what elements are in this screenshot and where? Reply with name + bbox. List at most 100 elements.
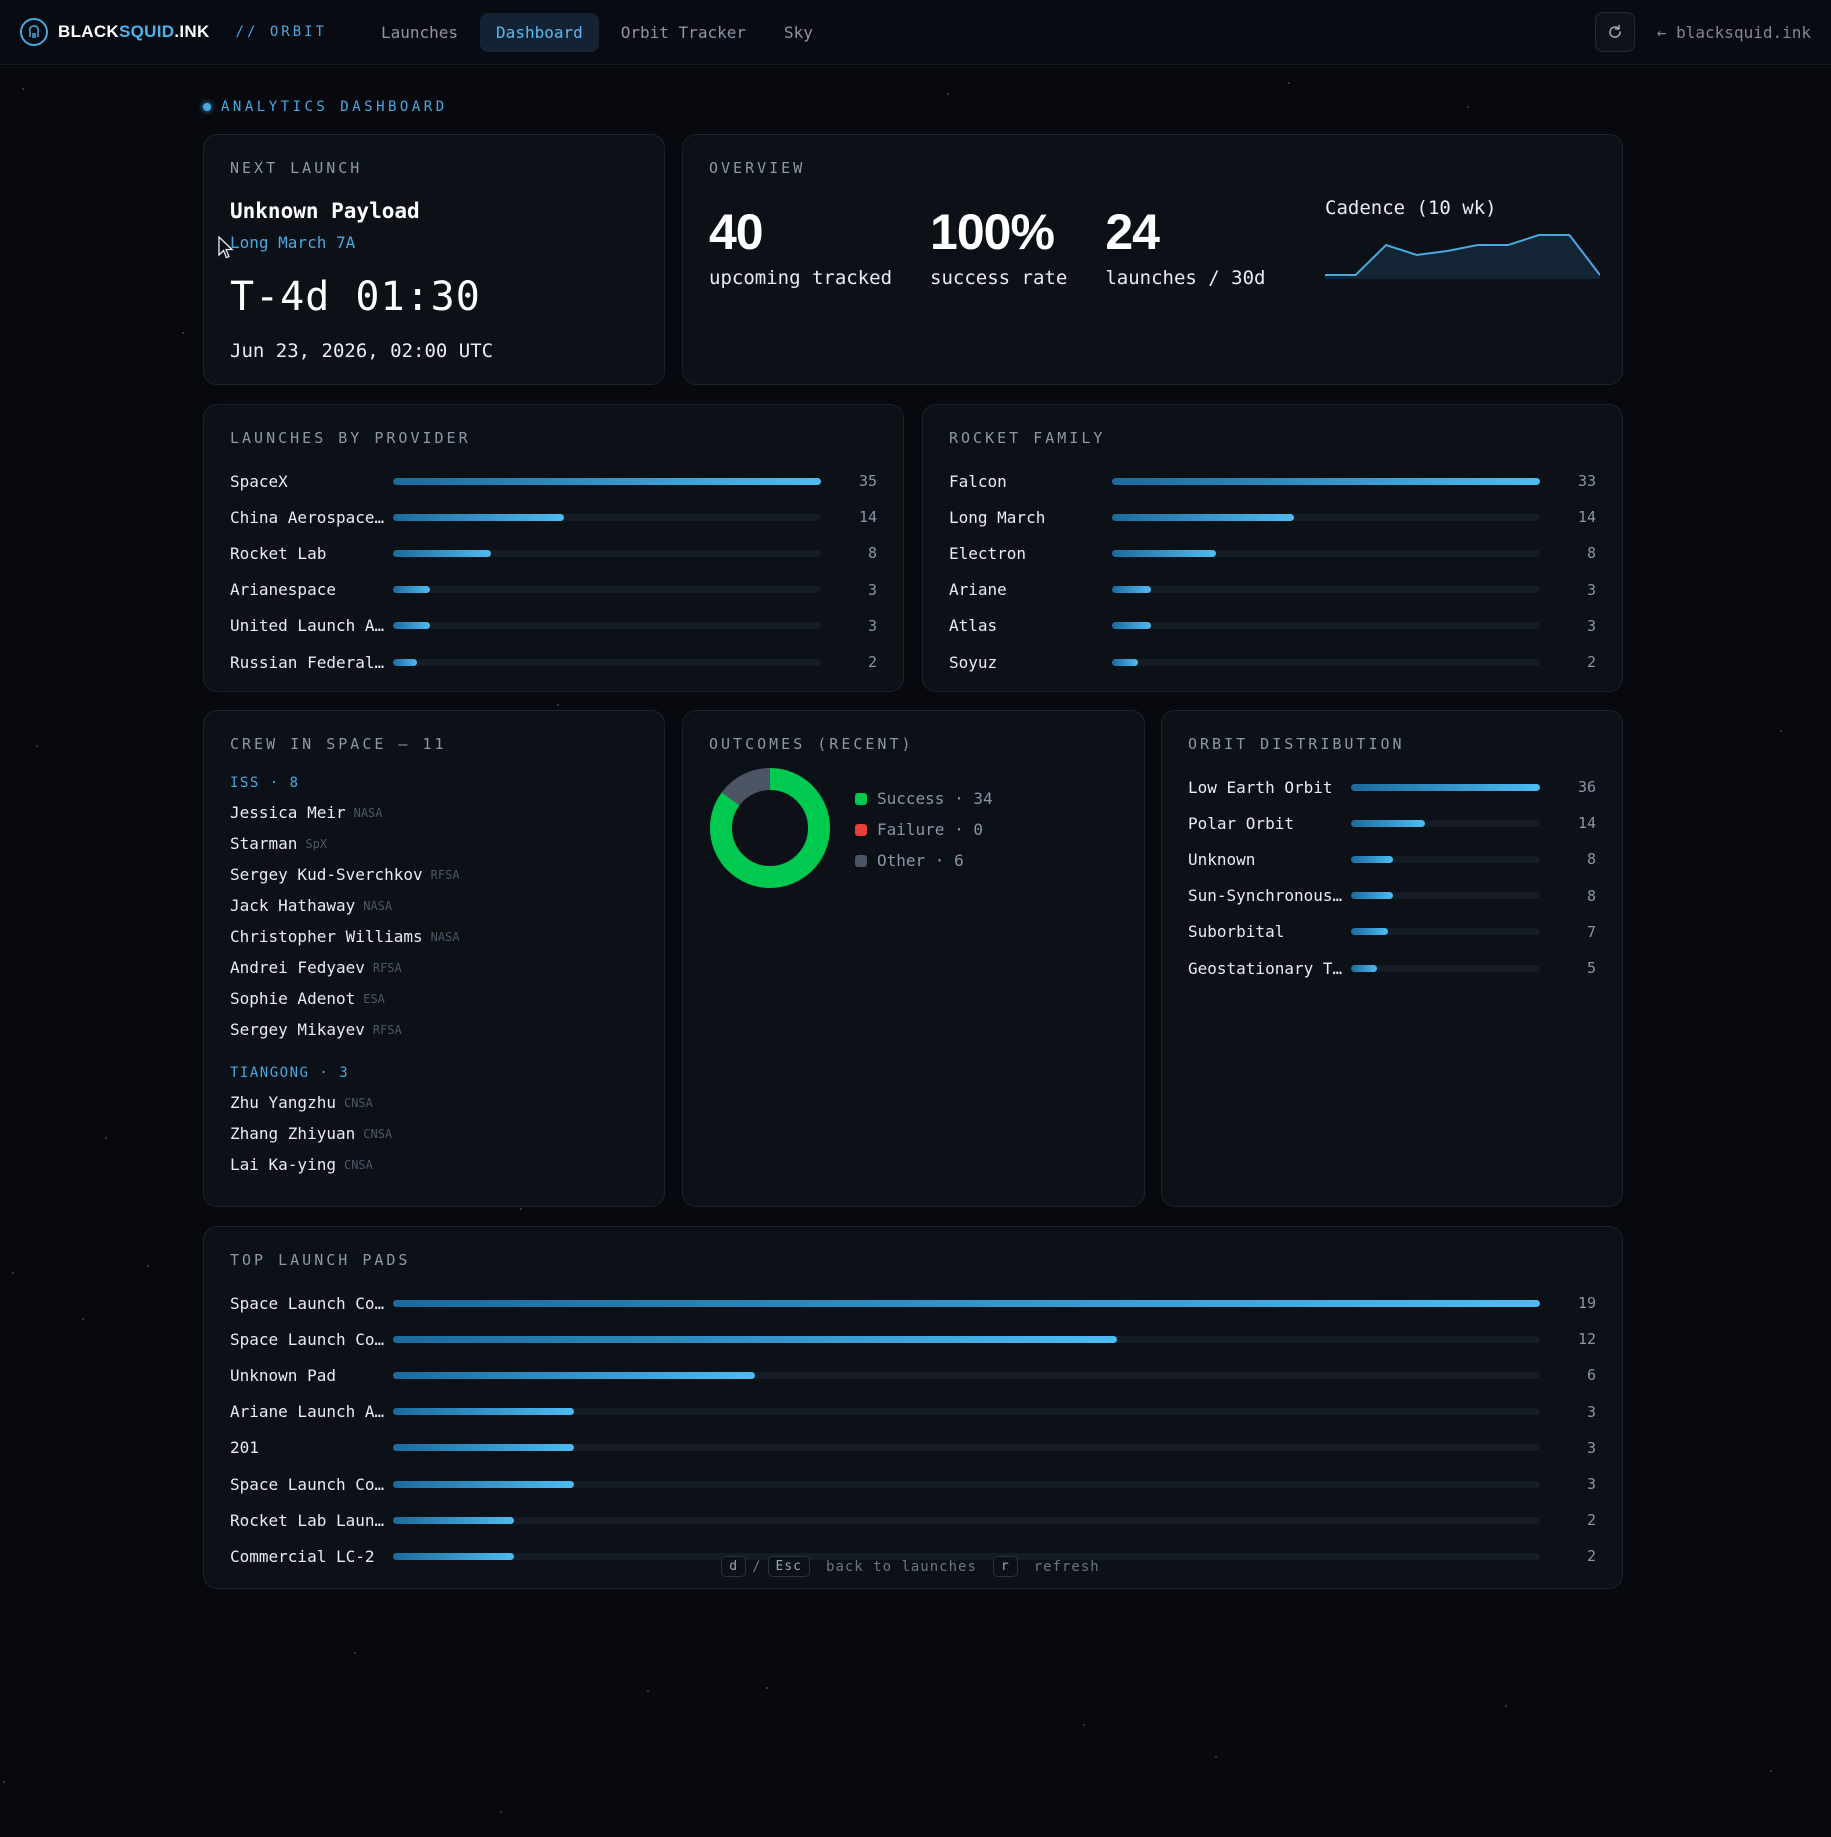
bar-row: Unknown 8: [1188, 841, 1596, 877]
bar-label: Space Launch Co…: [230, 1329, 385, 1349]
card-title: OVERVIEW: [709, 159, 806, 177]
card-title: TOP LAUNCH PADS: [230, 1251, 411, 1269]
crew-agency: RFSA: [372, 1022, 402, 1037]
legend-label: Other · 6: [877, 851, 964, 870]
bar-row: United Launch A… 3: [230, 608, 877, 644]
brand-logo[interactable]: BLACKSQUID.INK: [20, 18, 210, 46]
bar-row: Arianespace 3: [230, 572, 877, 608]
bar-row: Polar Orbit 14: [1188, 805, 1596, 841]
bar-label: Unknown Pad: [230, 1365, 336, 1385]
overview-stats: 40 upcoming tracked 100% success rate 24…: [709, 207, 1596, 289]
bar-value: 8: [1586, 886, 1596, 905]
stat-label: success rate: [930, 267, 1068, 289]
squid-logo-icon: [20, 18, 48, 46]
launch-pads-card: TOP LAUNCH PADS Space Launch Co… 19 Space …: [203, 1226, 1623, 1589]
crew-name: Jack Hathaway: [230, 896, 356, 915]
crew-name: Zhang Zhiyuan: [230, 1124, 356, 1143]
bar-track: [393, 549, 821, 557]
home-link[interactable]: ← blacksquid.ink: [1656, 22, 1811, 42]
legend-label: Success · 34: [877, 789, 993, 808]
bar-track: [393, 1408, 1540, 1416]
bar-label: Soyuz: [949, 652, 998, 672]
bar-track: [1351, 892, 1540, 900]
bar-value: 3: [1586, 616, 1596, 635]
nav-sky[interactable]: Sky: [783, 22, 813, 42]
stat-label: upcoming tracked: [709, 267, 893, 289]
crew-agency: CNSA: [363, 1126, 393, 1141]
bar-value: 19: [1577, 1294, 1596, 1313]
bar-row: Ariane 3: [949, 572, 1596, 608]
legend-failure: Failure · 0: [855, 814, 993, 845]
providers-card: LAUNCHES BY PROVIDER SpaceX 35 China Aeros…: [203, 404, 904, 692]
bar-label: Space Launch Co…: [230, 1293, 385, 1313]
bar-fill: [393, 1480, 575, 1488]
bar-fill: [393, 1444, 575, 1452]
crew-agency: RFSA: [430, 867, 460, 882]
bar-track: [1112, 513, 1540, 521]
bar-fill: [1351, 855, 1393, 863]
bar-label: Electron: [949, 543, 1027, 563]
rocket-name[interactable]: Long March 7A: [230, 233, 356, 252]
crew-member: Zhu Yangzhu CNSA: [230, 1087, 638, 1118]
crew-group-label: ISS · 8: [230, 775, 300, 791]
key-d[interactable]: d: [721, 1556, 747, 1577]
bar-row: Sun-Synchronous… 8: [1188, 878, 1596, 914]
bar-fill: [1112, 622, 1151, 630]
outcomes-card: OUTCOMES (RECENT) Success · 34 Failure ·…: [682, 710, 1145, 1207]
sparkline-line: [1325, 234, 1601, 276]
key-esc[interactable]: Esc: [767, 1556, 811, 1577]
bar-track: [393, 1552, 1540, 1560]
bar-value: 12: [1577, 1330, 1596, 1349]
page-eyebrow: ANALYTICS DASHBOARD: [203, 99, 448, 115]
bar-fill: [1351, 964, 1378, 972]
nav-orbit-tracker[interactable]: Orbit Tracker: [620, 22, 746, 42]
crew-agency: NASA: [363, 898, 393, 913]
section-tag: // ORBIT: [235, 24, 327, 40]
bar-track: [393, 1516, 1540, 1524]
launch-date: Jun 23, 2026, 02:00 UTC: [230, 340, 494, 362]
nav-launches[interactable]: Launches: [380, 22, 459, 42]
stat-success-rate: 100% success rate: [930, 207, 1067, 289]
rocket-family-card: ROCKET FAMILY Falcon 33 Long March 14 Electr…: [922, 404, 1623, 692]
bar-row: China Aerospace… 14: [230, 499, 877, 535]
card-title: LAUNCHES BY PROVIDER: [230, 429, 471, 447]
cadence-sparkline: Cadence (10 wk): [1325, 197, 1601, 287]
outcomes-legend: Success · 34 Failure · 0 Other · 6: [855, 783, 993, 889]
bar-value: 3: [1586, 1438, 1596, 1457]
crew-name: Christopher Williams: [230, 927, 423, 946]
bar-row: Geostationary T… 5: [1188, 950, 1596, 986]
legend-swatch: [855, 854, 867, 867]
bar-row: Space Launch Co… 3: [230, 1466, 1596, 1502]
next-launch-card[interactable]: NEXT LAUNCH Unknown Payload Long March 7…: [203, 134, 665, 385]
crew-agency: CNSA: [343, 1157, 373, 1172]
bar-value: 14: [1577, 508, 1596, 527]
nav-dashboard[interactable]: Dashboard: [480, 12, 599, 52]
bar-fill: [1112, 477, 1540, 485]
bar-label: Rocket Lab Laun…: [230, 1510, 385, 1530]
crew-agency: SpX: [305, 836, 328, 851]
card-title: ROCKET FAMILY: [949, 429, 1106, 447]
bar-row: Low Earth Orbit 36: [1188, 769, 1596, 805]
crew-name: Andrei Fedyaev: [230, 958, 365, 977]
crew-name: Starman: [230, 834, 298, 853]
bar-value: 8: [1586, 544, 1596, 563]
stat-value: 40: [709, 204, 764, 260]
top-navigation-bar: BLACKSQUID.INK // ORBIT Launches Dashboa…: [0, 0, 1831, 65]
bar-label: China Aerospace…: [230, 507, 385, 527]
refresh-button[interactable]: [1594, 12, 1635, 52]
key-r[interactable]: r: [992, 1556, 1018, 1577]
crew-list-tiangong: Zhu Yangzhu CNSA Zhang Zhiyuan CNSA Lai Ka-y…: [230, 1087, 638, 1180]
bar-label: Long March: [949, 507, 1046, 527]
orbits-bar-list: Low Earth Orbit 36 Polar Orbit 14 Unknown 8 Su…: [1188, 769, 1596, 986]
crew-group-label: TIANGONG · 3: [230, 1065, 350, 1081]
bar-row: Suborbital 7: [1188, 914, 1596, 950]
bar-row: Ariane Launch A… 3: [230, 1394, 1596, 1430]
bar-fill: [1112, 513, 1294, 521]
bar-track: [393, 477, 821, 485]
bar-value: 5: [1586, 959, 1596, 978]
bar-track: [393, 586, 821, 594]
stat-upcoming: 40 upcoming tracked: [709, 207, 892, 289]
bar-label: Low Earth Orbit: [1188, 777, 1333, 797]
bar-value: 2: [867, 653, 877, 672]
donut-slice-2: [710, 768, 830, 888]
